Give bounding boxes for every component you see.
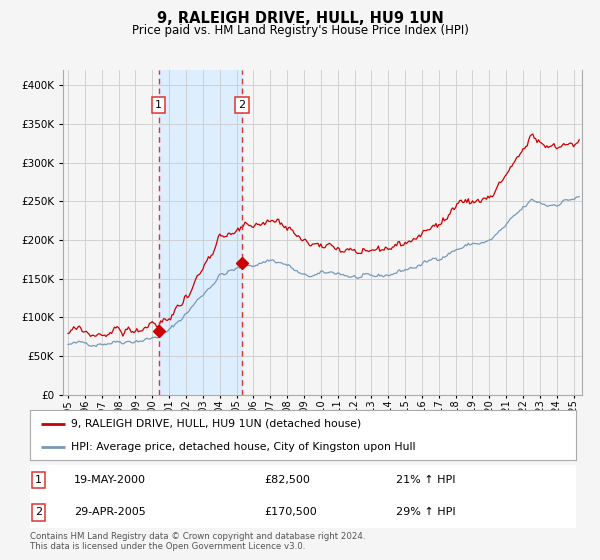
Text: £82,500: £82,500 xyxy=(265,475,311,485)
Text: 29% ↑ HPI: 29% ↑ HPI xyxy=(396,507,455,517)
Text: 1: 1 xyxy=(155,100,162,110)
Text: 19-MAY-2000: 19-MAY-2000 xyxy=(74,475,146,485)
Bar xyxy=(159,70,242,395)
Text: 21% ↑ HPI: 21% ↑ HPI xyxy=(396,475,455,485)
Text: 9, RALEIGH DRIVE, HULL, HU9 1UN (detached house): 9, RALEIGH DRIVE, HULL, HU9 1UN (detache… xyxy=(71,418,361,428)
Text: 9, RALEIGH DRIVE, HULL, HU9 1UN: 9, RALEIGH DRIVE, HULL, HU9 1UN xyxy=(157,11,443,26)
Text: 2: 2 xyxy=(35,507,42,517)
Text: £170,500: £170,500 xyxy=(265,507,317,517)
Text: Price paid vs. HM Land Registry's House Price Index (HPI): Price paid vs. HM Land Registry's House … xyxy=(131,24,469,36)
Text: 29-APR-2005: 29-APR-2005 xyxy=(74,507,145,517)
Text: 1: 1 xyxy=(35,475,41,485)
Text: This data is licensed under the Open Government Licence v3.0.: This data is licensed under the Open Gov… xyxy=(30,542,305,551)
Text: HPI: Average price, detached house, City of Kingston upon Hull: HPI: Average price, detached house, City… xyxy=(71,442,415,452)
Text: Contains HM Land Registry data © Crown copyright and database right 2024.: Contains HM Land Registry data © Crown c… xyxy=(30,532,365,541)
Text: 2: 2 xyxy=(239,100,245,110)
